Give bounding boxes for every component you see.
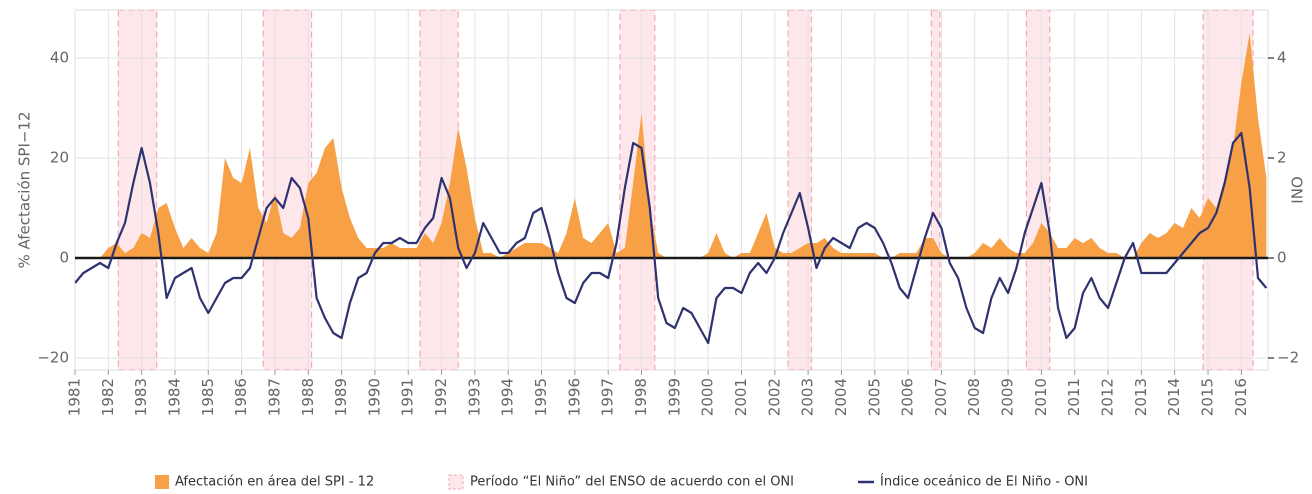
y-axis-title: % Afectación SPI−12 — [16, 111, 34, 268]
y2-tick-label: 0 — [1277, 249, 1287, 267]
y2-axis-title: INO — [1289, 176, 1307, 203]
plot-area — [75, 10, 1268, 370]
x-tick-label: 2011 — [1065, 378, 1083, 416]
x-tick-label: 1984 — [165, 378, 183, 416]
y-tick-label: −20 — [37, 349, 69, 367]
legend-label: Afectación en área del SPI - 12 — [175, 475, 374, 490]
x-tick-label: 2000 — [699, 378, 717, 416]
x-tick-label: 1987 — [265, 378, 283, 416]
x-tick-label: 1989 — [332, 378, 350, 416]
x-tick-label: 2016 — [1232, 378, 1250, 416]
x-tick-label: 2014 — [1165, 378, 1183, 416]
x-tick-label: 1982 — [99, 378, 117, 416]
x-tick-label: 1983 — [132, 378, 150, 416]
x-tick-label: 1994 — [499, 378, 517, 416]
x-tick-label: 1993 — [465, 378, 483, 416]
x-tick-label: 2002 — [765, 378, 783, 416]
x-tick-label: 2003 — [799, 378, 817, 416]
oni-line — [75, 131, 1268, 345]
x-tick-label: 2010 — [1032, 378, 1050, 416]
x-tick-label: 2008 — [965, 378, 983, 416]
x-tick-label: 1995 — [532, 378, 550, 416]
x-tick-label: 1997 — [599, 378, 617, 416]
x-tick-label: 1986 — [232, 378, 250, 416]
y2-tick-label: 4 — [1277, 49, 1287, 67]
nino-period — [930, 10, 941, 370]
legend-swatch — [448, 474, 464, 490]
x-tick-label: 2001 — [732, 378, 750, 416]
y-tick-label: 20 — [50, 149, 69, 167]
x-tick-label: 1985 — [199, 378, 217, 416]
x-tick-label: 2012 — [1099, 378, 1117, 416]
legend-label: Índice oceánico de El Niño - ONI — [880, 474, 1088, 490]
x-tick-label: 1999 — [665, 378, 683, 416]
x-tick-label: 1988 — [299, 378, 317, 416]
x-tick-label: 1996 — [565, 378, 583, 416]
y-tick-label: 0 — [59, 249, 69, 267]
x-tick-label: 1991 — [399, 378, 417, 416]
x-tick-label: 2009 — [999, 378, 1017, 416]
x-tick-label: 2004 — [832, 378, 850, 416]
x-tick-label: 2013 — [1132, 378, 1150, 416]
legend-swatch — [155, 475, 169, 489]
y-tick-label: 40 — [50, 49, 69, 67]
y2-tick-label: −2 — [1277, 349, 1299, 367]
x-tick-label: 2006 — [899, 378, 917, 416]
x-tick-label: 2007 — [932, 378, 950, 416]
x-tick-label: 2015 — [1199, 378, 1217, 416]
x-tick-label: 2005 — [865, 378, 883, 416]
y2-tick-label: 2 — [1277, 149, 1287, 167]
x-tick-label: 1992 — [432, 378, 450, 416]
x-tick-label: 1998 — [632, 378, 650, 416]
legend-label: Período “El Niño” del ENSO de acuerdo co… — [470, 475, 794, 490]
x-tick-label: 1990 — [365, 378, 383, 416]
x-tick-label: 1981 — [66, 378, 84, 416]
nino-period — [787, 10, 813, 370]
